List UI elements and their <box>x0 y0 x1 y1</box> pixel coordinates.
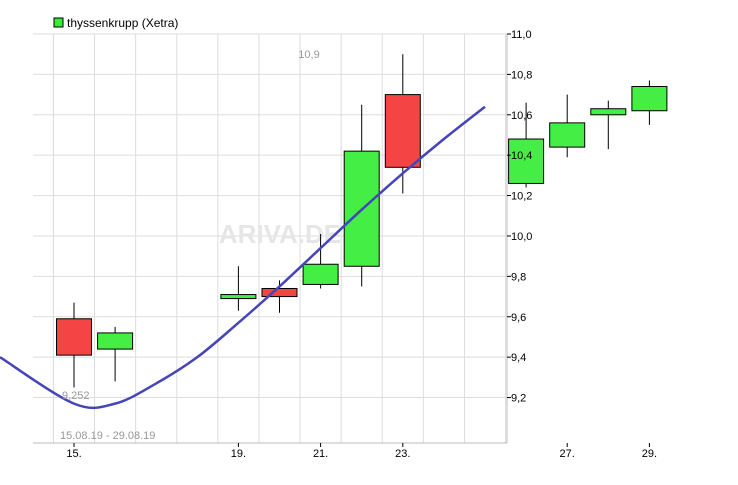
x-tick-label: 19. <box>231 448 246 460</box>
trend-line-group <box>0 105 486 410</box>
y-tick-label: 9,8 <box>511 271 526 283</box>
candle-body-up <box>631 86 668 112</box>
candle-body-up <box>590 108 627 116</box>
candle[interactable] <box>508 102 545 188</box>
y-axis: 9,2 9,4 9,6 9,8 10,0 10,2 10,4 10,6 10,8 11,0 <box>507 29 532 405</box>
legend[interactable]: thyssenkrupp (Xetra) <box>53 16 178 30</box>
candle-body-down <box>384 94 421 168</box>
candle[interactable] <box>302 233 339 289</box>
x-tick-label: 29. <box>642 448 657 460</box>
x-axis: 15. 19. 21. 23. 27. 29. <box>66 443 657 460</box>
x-tick-label: 23. <box>395 448 410 460</box>
trend-line <box>0 105 486 410</box>
y-tick-label: 10,2 <box>511 191 532 203</box>
y-tick-label: 11,0 <box>511 29 532 41</box>
candle[interactable] <box>549 94 586 158</box>
x-tick-label: 21. <box>313 448 328 460</box>
candle[interactable] <box>631 80 668 125</box>
candle[interactable] <box>220 266 257 311</box>
candle[interactable] <box>590 100 627 150</box>
candle-body-up <box>508 138 545 184</box>
y-tick-label: 10,6 <box>511 110 532 122</box>
legend-swatch <box>53 17 64 28</box>
low-annotation: 9,252 <box>62 390 90 402</box>
plot-border <box>33 34 508 444</box>
candle[interactable] <box>56 302 92 388</box>
candle-body-up <box>549 122 586 148</box>
candle-body-down <box>261 287 298 298</box>
y-tick-label: 10,4 <box>511 150 532 162</box>
candle-body-up <box>302 263 339 285</box>
y-tick-label: 9,2 <box>511 393 526 405</box>
grid <box>33 33 507 443</box>
candle[interactable] <box>384 54 421 194</box>
y-tick-label: 9,4 <box>511 352 526 364</box>
legend-label: thyssenkrupp (Xetra) <box>67 16 178 30</box>
date-range-label: 15.08.19 - 29.08.19 <box>60 430 155 442</box>
candle[interactable] <box>343 104 380 287</box>
high-annotation: 10,9 <box>298 49 319 61</box>
candles <box>56 54 668 388</box>
x-tick-label: 15. <box>66 448 81 460</box>
candle-body-down <box>56 318 92 356</box>
y-tick-label: 10,8 <box>511 69 532 81</box>
y-tick-label: 10,0 <box>511 231 532 243</box>
candle[interactable] <box>97 326 134 382</box>
x-tick-label: 27. <box>560 448 575 460</box>
y-tick-label: 9,6 <box>511 312 526 324</box>
candle-body-up <box>97 332 134 350</box>
candle-body-up <box>220 294 257 300</box>
